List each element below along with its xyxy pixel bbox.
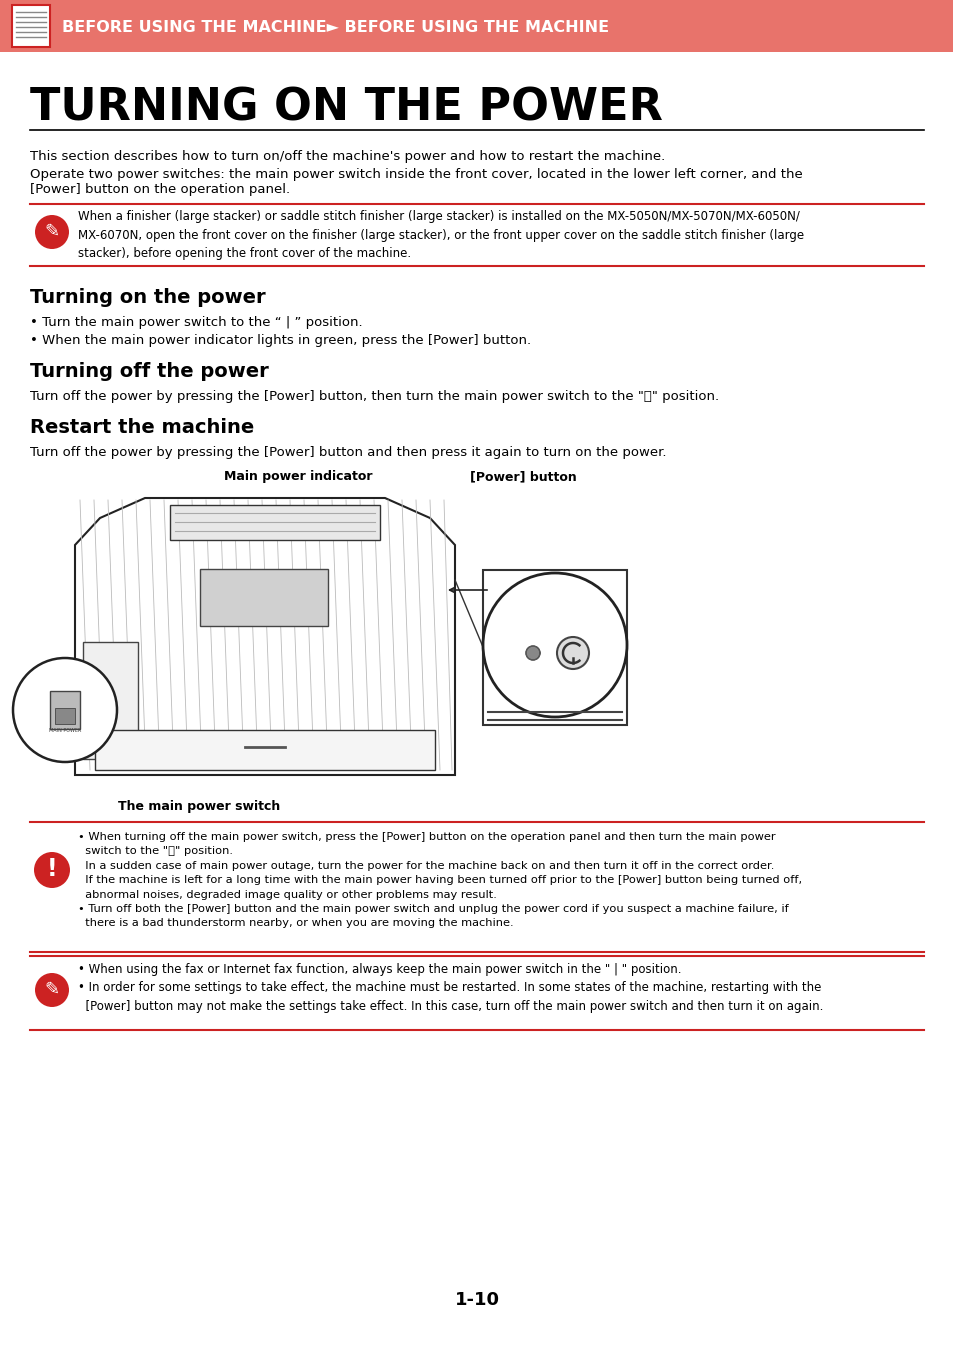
- FancyBboxPatch shape: [0, 0, 953, 53]
- Circle shape: [35, 973, 69, 1007]
- FancyBboxPatch shape: [12, 5, 50, 47]
- Text: • When turning off the main power switch, press the [Power] button on the operat: • When turning off the main power switch…: [78, 832, 801, 929]
- Polygon shape: [75, 498, 455, 775]
- Text: Operate two power switches: the main power switch inside the front cover, locate: Operate two power switches: the main pow…: [30, 167, 801, 196]
- Text: ✎: ✎: [45, 223, 59, 242]
- Text: Turning on the power: Turning on the power: [30, 288, 265, 306]
- Circle shape: [557, 637, 588, 670]
- Circle shape: [34, 852, 70, 888]
- FancyBboxPatch shape: [95, 730, 435, 769]
- Text: ✎: ✎: [45, 981, 59, 999]
- Text: BEFORE USING THE MACHINE► BEFORE USING THE MACHINE: BEFORE USING THE MACHINE► BEFORE USING T…: [62, 19, 608, 35]
- Text: • When the main power indicator lights in green, press the [Power] button.: • When the main power indicator lights i…: [30, 333, 531, 347]
- Text: !: !: [47, 857, 57, 882]
- FancyBboxPatch shape: [170, 505, 379, 540]
- Text: MAIN POWER: MAIN POWER: [49, 728, 81, 733]
- FancyBboxPatch shape: [200, 568, 328, 626]
- Circle shape: [13, 657, 117, 761]
- FancyBboxPatch shape: [83, 643, 138, 759]
- Circle shape: [525, 647, 539, 660]
- Circle shape: [482, 572, 626, 717]
- Text: The main power switch: The main power switch: [118, 801, 280, 813]
- Text: 1-10: 1-10: [454, 1291, 499, 1310]
- Text: When a finisher (large stacker) or saddle stitch finisher (large stacker) is ins: When a finisher (large stacker) or saddl…: [78, 211, 803, 261]
- FancyBboxPatch shape: [55, 707, 75, 724]
- Text: • When using the fax or Internet fax function, always keep the main power switch: • When using the fax or Internet fax fun…: [78, 963, 822, 1012]
- Text: Restart the machine: Restart the machine: [30, 418, 254, 437]
- Text: Main power indicator: Main power indicator: [224, 470, 372, 483]
- Text: Turning off the power: Turning off the power: [30, 362, 269, 381]
- Text: • Turn the main power switch to the “ | ” position.: • Turn the main power switch to the “ | …: [30, 316, 362, 329]
- FancyBboxPatch shape: [50, 691, 80, 729]
- Text: TURNING ON THE POWER: TURNING ON THE POWER: [30, 86, 662, 130]
- Text: Turn off the power by pressing the [Power] button and then press it again to tur: Turn off the power by pressing the [Powe…: [30, 446, 666, 459]
- Text: This section describes how to turn on/off the machine's power and how to restart: This section describes how to turn on/of…: [30, 150, 664, 163]
- Circle shape: [35, 215, 69, 248]
- Text: [Power] button: [Power] button: [470, 470, 577, 483]
- Text: Turn off the power by pressing the [Power] button, then turn the main power swit: Turn off the power by pressing the [Powe…: [30, 390, 719, 404]
